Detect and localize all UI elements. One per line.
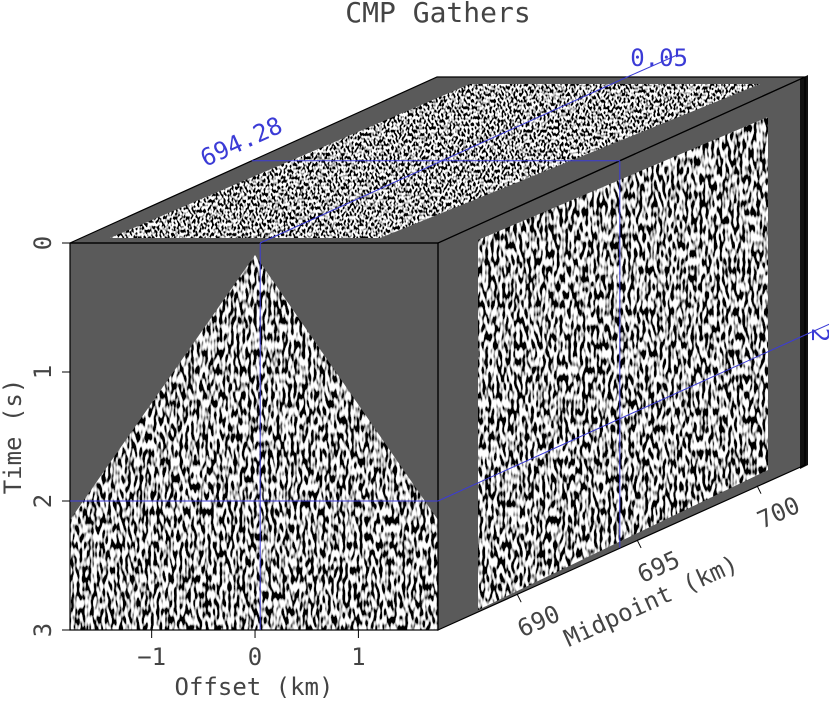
z-tick-label: 690: [513, 600, 564, 643]
front-edge: [69, 242, 439, 631]
x-axis-label: Offset (km): [175, 673, 334, 701]
z-tick: [756, 485, 762, 494]
z-tick: [636, 539, 642, 549]
slice-y-lead: [804, 323, 829, 336]
z-tick: [516, 593, 522, 603]
y-tick-label: 0: [29, 236, 57, 250]
slice-x-label: 0.05: [630, 44, 688, 72]
chart-title: CMP Gathers: [345, 0, 530, 29]
z-tick-label: 700: [753, 491, 804, 534]
slice-x-top: [259, 76, 628, 244]
right-edge: [800, 75, 808, 469]
y-axis-label: Time (s): [0, 379, 27, 495]
slice-y-label: 2: [806, 328, 829, 342]
x-tick-label: 0: [248, 643, 262, 671]
x-tick-label: −1: [137, 643, 166, 671]
slice-y-right: [437, 334, 806, 502]
y-tick-label: 3: [29, 623, 57, 637]
y-tick-label: 2: [29, 494, 57, 508]
slice-x-lead: [627, 54, 678, 78]
y-tick-label: 1: [29, 365, 57, 379]
x-tick-label: 1: [351, 643, 365, 671]
